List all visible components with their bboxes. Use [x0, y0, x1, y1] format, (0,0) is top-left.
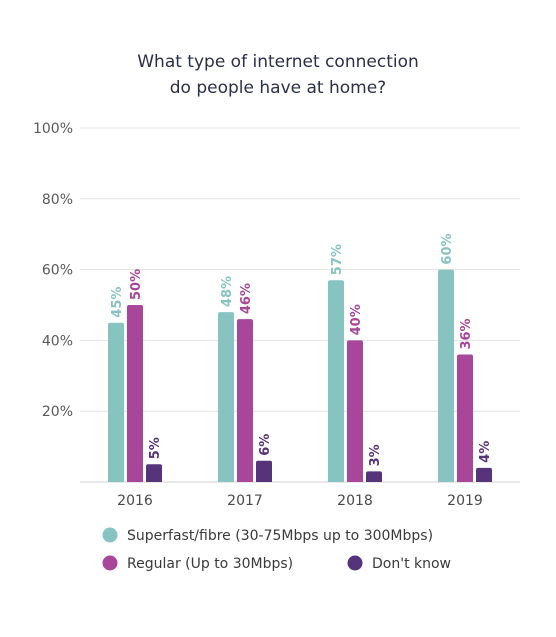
chart-title-line-1: What type of internet connection: [137, 52, 419, 72]
y-tick-label: 100%: [33, 121, 73, 137]
x-tick-label: 2018: [337, 493, 373, 509]
data-labels: 45% 50% 5% 48% 46% 6% 57% 40% 3% 60% 36% 4%: [110, 233, 493, 466]
bar-2019-series-1: [438, 269, 454, 482]
bar-2018-series-2: [347, 340, 363, 482]
data-label: 4%: [478, 441, 493, 463]
legend-marker: [347, 555, 363, 571]
data-label: 3%: [368, 444, 383, 466]
x-tick-label: 2019: [447, 493, 483, 509]
data-label: 48%: [220, 276, 235, 307]
data-label: 36%: [459, 318, 474, 349]
x-tick-label: 2016: [117, 493, 153, 509]
data-label: 40%: [349, 304, 364, 335]
y-tick-label: 20%: [42, 404, 73, 420]
bar-2017-series-1: [218, 312, 234, 482]
y-tick-label: 60%: [42, 263, 73, 279]
bar-2016-series-1: [108, 322, 124, 482]
data-label: 57%: [330, 244, 345, 275]
bar-2018-series-1: [328, 280, 344, 482]
y-axis-ticks: 20% 40% 60% 80% 100%: [33, 121, 73, 420]
bar-2018-series-3: [366, 471, 382, 482]
chart-title: What type of internet connection do peop…: [137, 52, 419, 98]
bar-2016-series-3: [146, 464, 162, 482]
data-label: 50%: [129, 269, 144, 300]
legend-label: Don't know: [372, 556, 451, 572]
legend-item: Superfast/fibre (30-75Mbps up to 300Mbps…: [102, 527, 433, 544]
bar-2017-series-2: [237, 319, 253, 482]
y-tick-label: 80%: [42, 192, 73, 208]
x-axis-ticks: 2016 2017 2018 2019: [117, 493, 483, 509]
x-tick-label: 2017: [227, 493, 263, 509]
chart-title-line-2: do people have at home?: [170, 78, 386, 98]
data-label: 5%: [148, 437, 163, 459]
y-tick-label: 40%: [42, 333, 73, 349]
data-label: 45%: [110, 287, 125, 318]
bar-2016-series-2: [127, 305, 143, 482]
legend-marker: [102, 555, 118, 571]
data-label: 6%: [258, 434, 273, 456]
legend-item: Don't know: [347, 555, 451, 572]
legend: Superfast/fibre (30-75Mbps up to 300Mbps…: [102, 527, 451, 572]
bars: [108, 269, 492, 482]
bar-2017-series-3: [256, 460, 272, 482]
bar-2019-series-3: [476, 467, 492, 482]
legend-label: Superfast/fibre (30-75Mbps up to 300Mbps…: [127, 528, 433, 544]
bar-2019-series-2: [457, 354, 473, 482]
legend-label: Regular (Up to 30Mbps): [127, 556, 293, 572]
legend-marker: [102, 527, 118, 543]
legend-item: Regular (Up to 30Mbps): [102, 555, 293, 572]
data-label: 60%: [440, 233, 455, 264]
data-label: 46%: [239, 283, 254, 314]
